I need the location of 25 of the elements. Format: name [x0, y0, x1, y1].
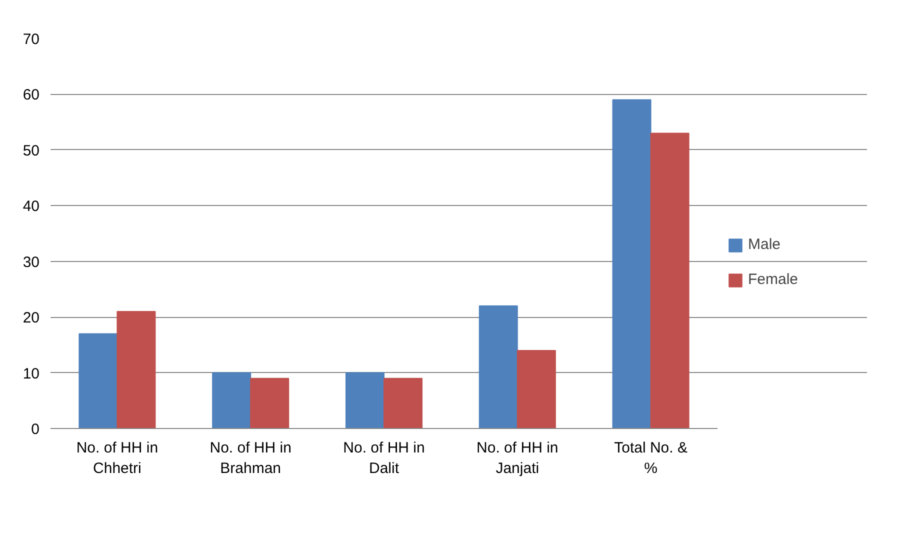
x-tick-label: No. of HH in Dalit	[343, 440, 425, 477]
y-tick-label: 20	[22, 310, 40, 327]
x-tick-label: No. of HH in Chhetri	[76, 440, 158, 477]
x-tick-label: No. of HH in Brahman	[210, 440, 292, 477]
bar	[516, 350, 556, 428]
bar	[478, 305, 518, 428]
x-tick-label: Total No. & %	[614, 440, 688, 477]
bar	[116, 311, 156, 428]
y-tick-label: 60	[22, 86, 40, 104]
y-tick-label: 40	[22, 198, 40, 216]
bar	[345, 372, 384, 428]
legend-label: Female	[748, 271, 798, 288]
y-tick-label: 0	[31, 421, 40, 438]
bar	[612, 99, 652, 428]
y-tick-label: 10	[22, 365, 40, 382]
bar	[650, 132, 690, 428]
y-tick-label: 30	[22, 254, 40, 271]
bar	[384, 378, 423, 428]
bar	[212, 372, 252, 428]
bar	[78, 333, 118, 428]
x-tick-label: No. of HH in Janjati	[476, 440, 558, 477]
y-tick-label: 50	[22, 142, 40, 160]
y-tick-label: 70	[22, 31, 40, 48]
legend-label: Male	[748, 236, 781, 253]
bar	[250, 378, 290, 428]
